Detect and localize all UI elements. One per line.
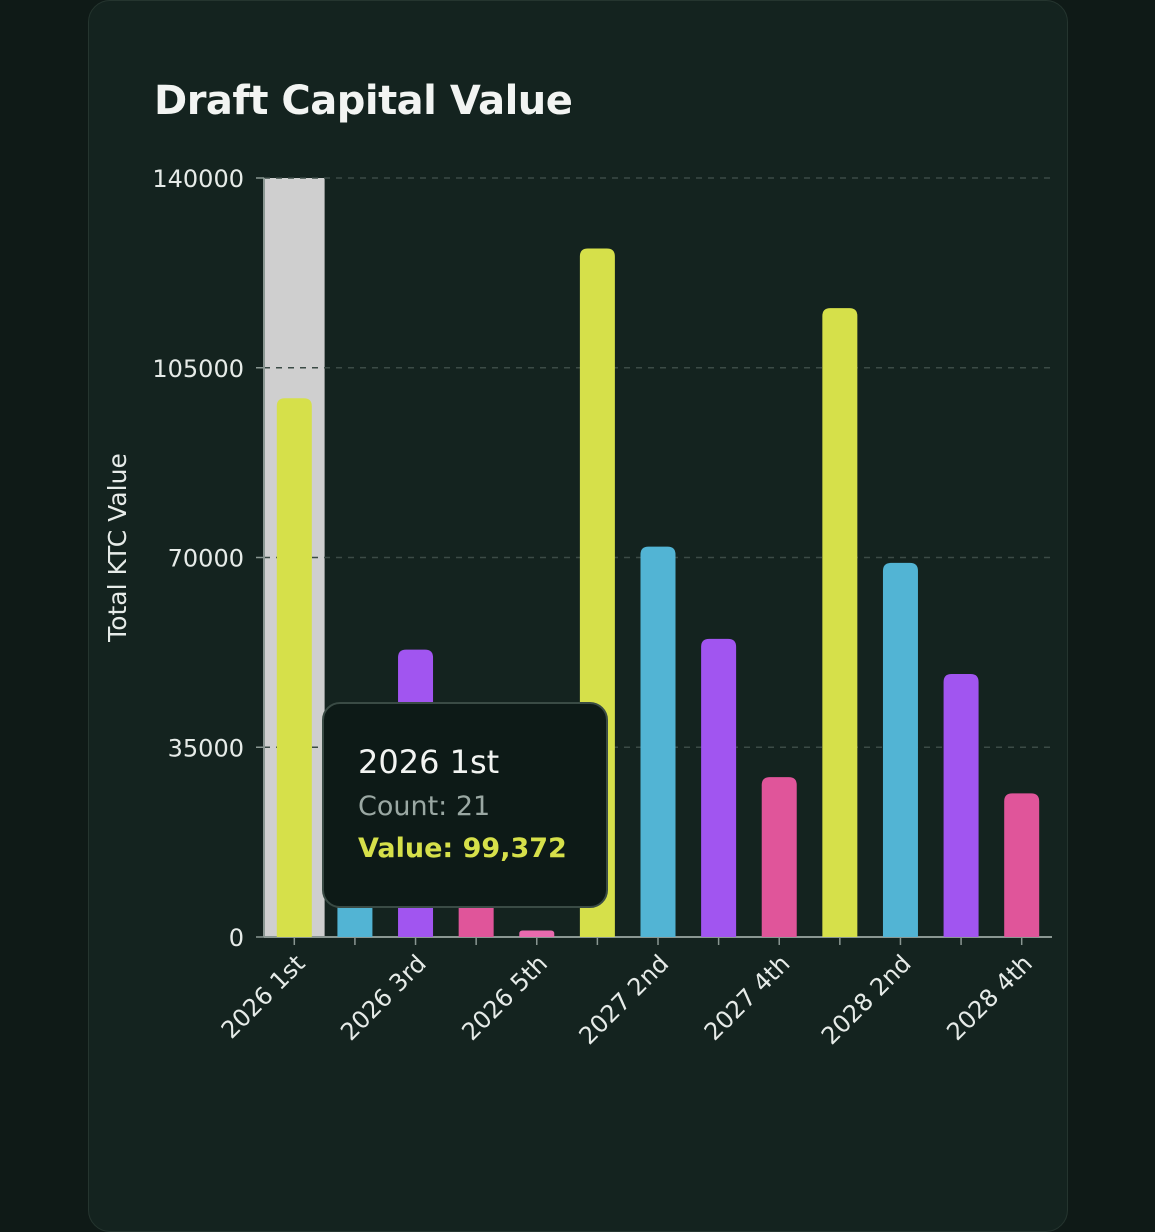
tooltip-count: Count: 21 <box>358 791 491 822</box>
y-tick-label: 35000 <box>168 734 244 762</box>
y-tick-label: 0 <box>229 924 244 952</box>
x-tick-label: 2028 4th <box>941 949 1038 1046</box>
x-tick-label: 2027 4th <box>699 949 796 1046</box>
tooltip-title: 2026 1st <box>358 743 500 781</box>
x-tick-label: 2027 2nd <box>574 949 675 1050</box>
bar-2027-4th <box>761 777 797 937</box>
bar-2028-4th <box>1004 793 1040 937</box>
y-tick-label: 70000 <box>168 545 244 573</box>
bar-2028-1st <box>822 308 858 938</box>
chart-tooltip: 2026 1st Count: 21 Value: 99,372 <box>322 702 608 908</box>
x-tick-label: 2026 5th <box>456 949 553 1046</box>
bar-2026-5th <box>519 930 555 937</box>
chart-title: Draft Capital Value <box>154 78 573 124</box>
bar-chart[interactable]: 0 35000 70000 105000 140000 Total KTC Value 20… <box>0 0 1155 1200</box>
y-tick-label: 105000 <box>152 355 244 383</box>
y-axis-label: Total KTC Value <box>103 453 132 643</box>
bar-2028-3rd <box>943 674 979 937</box>
bar-2026-1st <box>276 398 312 937</box>
x-tick-label: 2026 1st <box>216 949 311 1044</box>
bar-2027-3rd <box>701 638 737 937</box>
tooltip-value: Value: 99,372 <box>358 833 567 864</box>
y-tick-label: 140000 <box>152 165 244 193</box>
bar-2026-4th <box>458 899 494 937</box>
x-tick-label: 2028 2nd <box>816 949 917 1050</box>
x-tick-label: 2026 3rd <box>335 949 432 1046</box>
bar-2028-2nd <box>882 562 918 937</box>
bar-2027-2nd <box>640 546 676 937</box>
